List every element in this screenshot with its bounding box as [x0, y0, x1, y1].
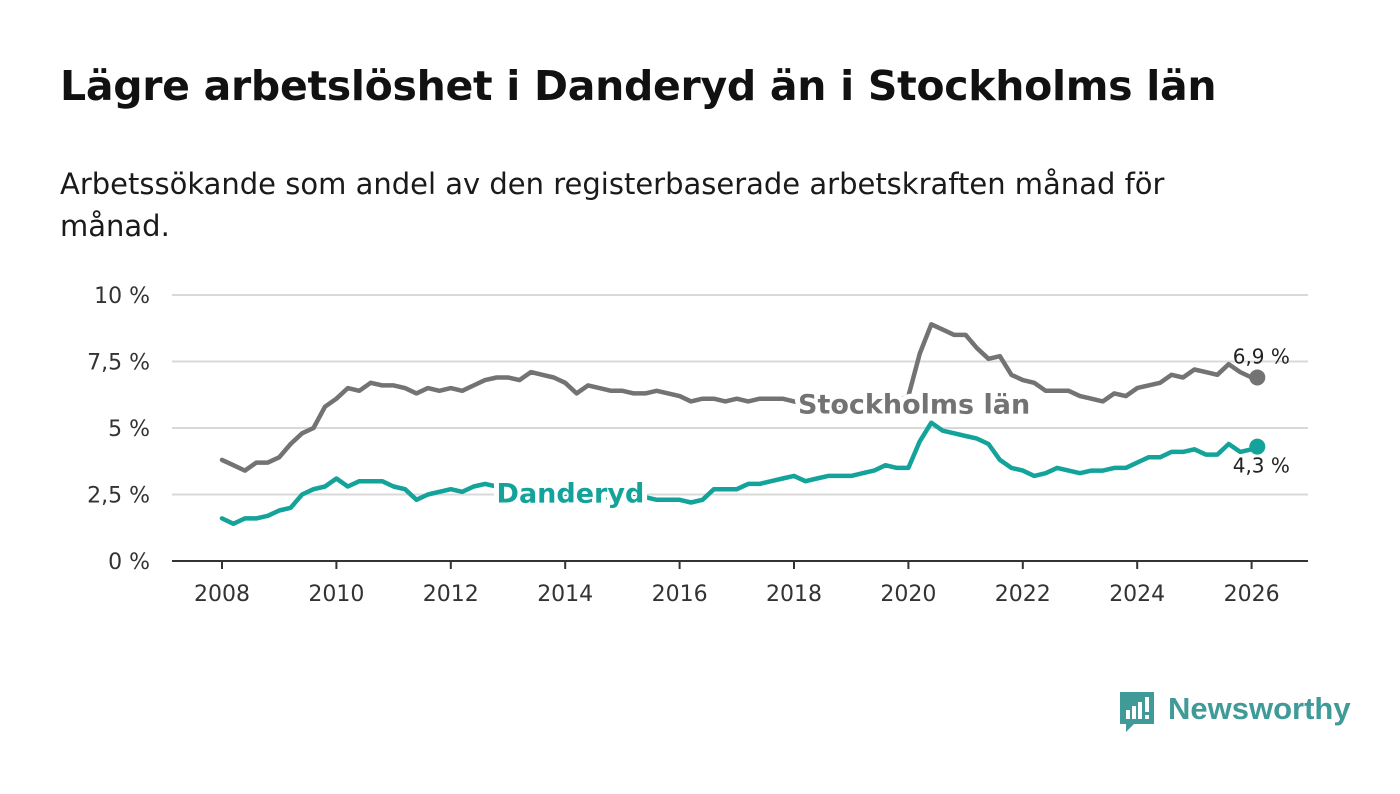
x-tick-label: 2018	[766, 582, 822, 607]
chart-title: Lägre arbetslöshet i Danderyd än i Stock…	[60, 62, 1217, 110]
series-end-value-label: 4,3 %	[1233, 454, 1290, 478]
x-tick-label: 2008	[194, 582, 250, 607]
series-line-stockholms-lan	[219, 322, 1260, 473]
x-tick-label: 2016	[652, 582, 708, 607]
series-end-marker	[1249, 369, 1266, 386]
series-name-label: Danderyd	[497, 478, 645, 509]
x-tick-label: 2012	[423, 582, 479, 607]
y-tick-label: 10 %	[94, 284, 150, 309]
x-tick-label: 2026	[1224, 582, 1280, 607]
series-end-marker	[1249, 438, 1266, 455]
series-name-label-halo: Danderyd	[497, 478, 645, 509]
x-tick-label: 2024	[1109, 582, 1165, 607]
series-name-label: Stockholms län	[798, 389, 1030, 420]
x-tick-label: 2020	[880, 582, 936, 607]
series-name-label-halo: Stockholms län	[798, 389, 1030, 420]
newsworthy-logo[interactable]: Newsworthy	[1118, 690, 1351, 736]
y-tick-label: 5 %	[108, 417, 150, 442]
series-line-danderyd	[219, 420, 1260, 527]
series-end-value-label: 6,9 %	[1233, 344, 1290, 368]
y-tick-label: 2,5 %	[87, 484, 150, 509]
chart-subtitle: Arbetssökande som andel av den registerb…	[60, 167, 1165, 243]
y-tick-label: 0 %	[108, 550, 150, 575]
bar-chart-speech-bubble-icon	[1120, 692, 1154, 732]
x-tick-label: 2010	[308, 582, 364, 607]
x-tick-label: 2014	[537, 582, 593, 607]
x-tick-label: 2022	[995, 582, 1051, 607]
y-tick-label: 7,5 %	[87, 351, 150, 376]
brand-name: Newsworthy	[1168, 691, 1351, 726]
